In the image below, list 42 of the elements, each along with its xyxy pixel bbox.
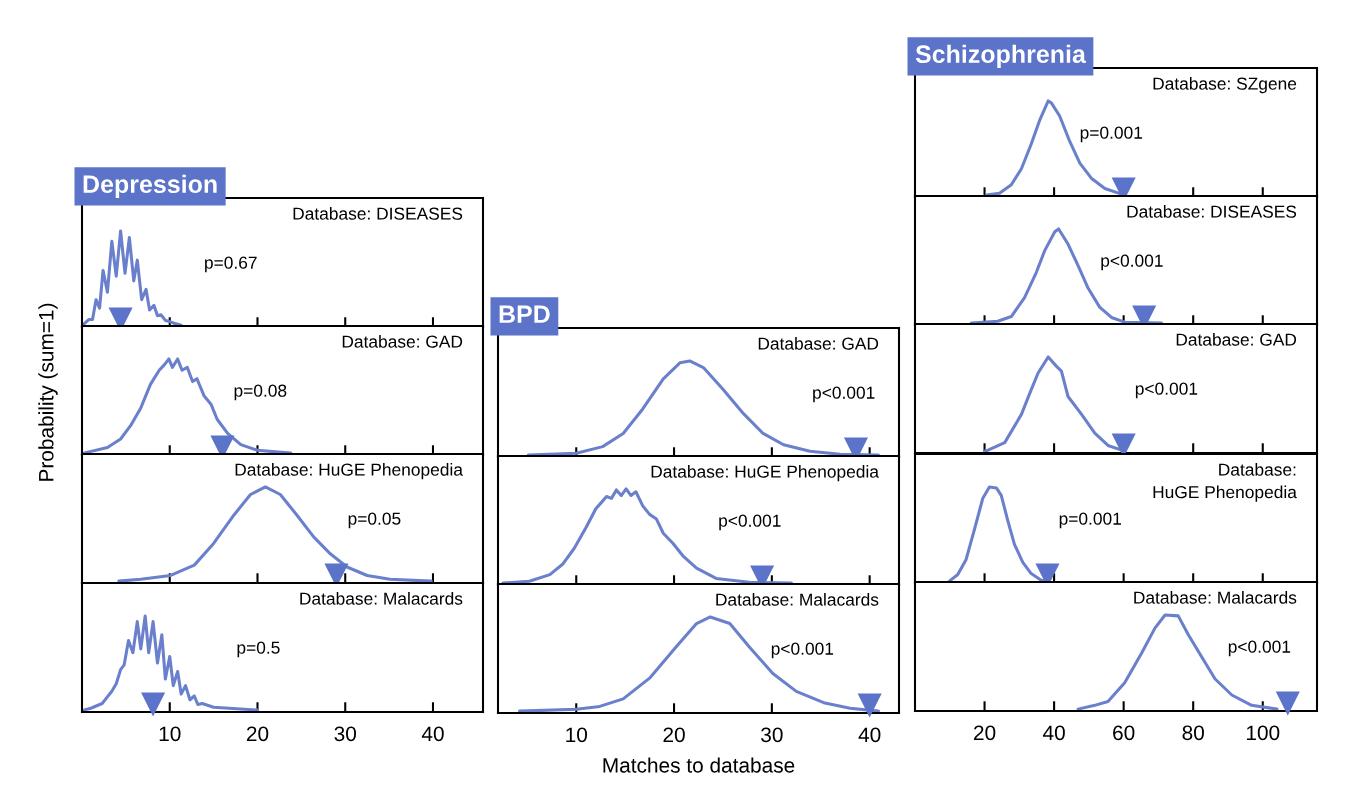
annotation: Database: HuGE Phenopedia (1153, 463, 1297, 502)
chart-title: Schizophrenia (915, 44, 1087, 68)
x-tick-label: 100 (1246, 725, 1280, 741)
chart-title: Depression (83, 174, 217, 198)
chart-title: BPD (499, 305, 550, 323)
x-tick-label: 20 (246, 726, 269, 742)
annotation: p<0.001 (1228, 640, 1291, 657)
annotation: p=0.05 (348, 512, 401, 529)
annotation: p<0.001 (771, 642, 834, 659)
text: Database: DISEASES (293, 207, 463, 220)
x-tick-label: 10 (566, 727, 588, 743)
x-tick-label: 10 (159, 726, 181, 742)
text: Database: SZgene (1153, 77, 1297, 94)
x-tick-label: 40 (421, 726, 444, 742)
annotation: p<0.001 (1101, 254, 1163, 271)
annotation: p=0.5 (237, 641, 280, 658)
text: Database: HuGE Phenopedia (235, 463, 463, 480)
annotation: p<0.001 (1135, 382, 1198, 399)
x-tick-label: 30 (761, 727, 783, 743)
x-tick-label: 20 (663, 727, 685, 743)
annotation: p=0.001 (1059, 512, 1121, 529)
x-tick-label: 60 (1113, 725, 1135, 741)
x-tick-label: 80 (1182, 725, 1204, 741)
text: Database: Malacards (716, 593, 879, 606)
text: Database: DISEASES (1127, 205, 1297, 218)
text: Database: GAD (1176, 333, 1297, 346)
text: Database: GAD (758, 337, 879, 350)
annotation: p=0.67 (205, 256, 257, 273)
x-tick-label: 30 (334, 726, 357, 742)
annotation: p<0.001 (813, 386, 875, 403)
text: Database: Malacards (300, 592, 463, 605)
annotation: p<0.001 (719, 514, 781, 531)
annotation: p=0.08 (234, 384, 287, 401)
text: Database: GAD (342, 335, 463, 348)
y-axis-title: Probability (sum=1) (38, 303, 58, 481)
x-tick-label: 40 (858, 727, 881, 743)
x-tick-label: 20 (974, 725, 996, 741)
x-tick-label: 40 (1042, 725, 1065, 741)
text: Database: Malacards (1134, 591, 1297, 604)
x-axis-title: Matches to database (603, 757, 795, 773)
text: Database: HuGE Phenopedia (651, 465, 879, 482)
annotation: p=0.001 (1080, 126, 1143, 143)
